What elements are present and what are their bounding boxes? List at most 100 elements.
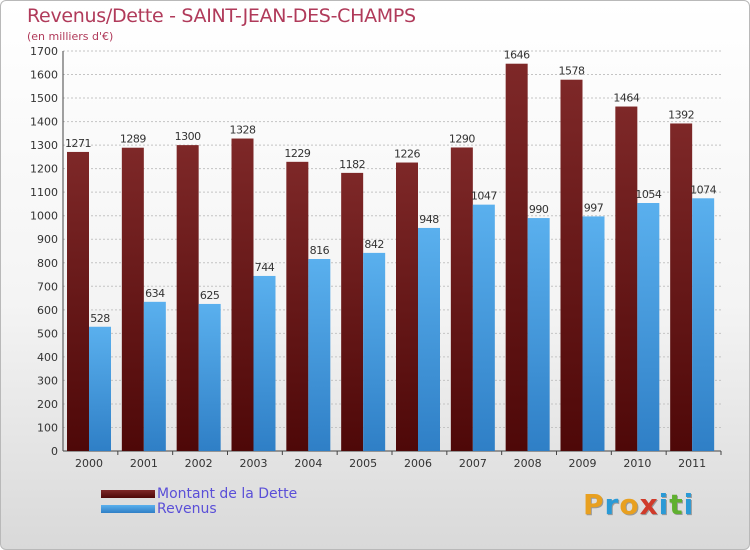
data-label: 1229: [284, 147, 310, 160]
legend-label-dette: Montant de la Dette: [157, 486, 298, 502]
y-tick-label: 200: [37, 398, 58, 411]
data-labels: 1271 528 1289 634 1300 625 1328 744 1229 816 1182 8…: [65, 49, 717, 325]
y-tick-label: 600: [37, 304, 58, 317]
y-tick-label: 1300: [30, 139, 58, 152]
chart-title: Revenus/Dette - SAINT-JEAN-DES-CHAMPS: [27, 5, 416, 27]
x-tick-label: 2001: [130, 457, 158, 470]
data-label: 997: [584, 201, 604, 214]
x-tick-label: 2000: [75, 457, 103, 470]
data-label: 1464: [613, 92, 639, 105]
y-tick-label: 1200: [30, 163, 58, 176]
bar-revenus: [472, 204, 495, 451]
logo-letter: o: [619, 488, 640, 521]
data-label: 1328: [230, 124, 256, 137]
data-label: 1054: [635, 188, 661, 201]
data-label: 744: [255, 261, 275, 274]
y-tick-label: 1500: [30, 92, 58, 105]
data-label: 1271: [65, 137, 91, 150]
logo-letter: i: [683, 488, 695, 521]
y-tick-label: 900: [37, 233, 58, 246]
bar-dette: [450, 147, 473, 451]
bar-revenus: [363, 252, 386, 451]
bar-revenus: [143, 301, 166, 451]
logo-letter: i: [658, 488, 670, 521]
bar-dette: [396, 162, 418, 451]
x-tick-label: 2003: [240, 457, 268, 470]
y-tick-label: 400: [37, 351, 58, 364]
chart-subtitle: (en milliers d'€): [27, 30, 114, 43]
y-tick-label: 500: [37, 327, 58, 340]
axes: [62, 51, 722, 455]
bar-revenus: [418, 227, 440, 451]
bar-dette: [231, 138, 254, 451]
x-tick-label: 2011: [678, 457, 706, 470]
data-label: 1289: [120, 133, 146, 146]
y-tick-label: 100: [37, 421, 58, 434]
y-tick-label: 1700: [30, 45, 58, 58]
data-label: 528: [90, 312, 110, 325]
legend-swatch-revenus: [101, 505, 155, 513]
tick-labels: 0 100 200 300 400 500 600 700 800 900 1000 1100 1200…: [30, 45, 706, 470]
logo-letter: t: [669, 488, 684, 521]
bar-revenus: [198, 303, 221, 451]
data-label: 1226: [394, 148, 420, 161]
data-label: 1300: [175, 130, 201, 143]
y-tick-label: 0: [51, 445, 58, 458]
bar-dette: [505, 63, 528, 452]
bar-dette: [67, 151, 89, 452]
y-tick-label: 1400: [30, 116, 58, 129]
bar-dette: [615, 106, 638, 451]
bar-dette: [341, 172, 364, 451]
bars: [67, 63, 715, 452]
y-tick-label: 700: [37, 280, 58, 293]
x-tick-label: 2004: [294, 457, 322, 470]
bar-dette: [560, 79, 583, 452]
y-tick-label: 1100: [30, 186, 58, 199]
bar-revenus: [637, 203, 660, 451]
bar-revenus: [308, 259, 331, 451]
x-tick-label: 2009: [569, 457, 597, 470]
x-tick-label: 2007: [459, 457, 487, 470]
data-label: 1047: [471, 190, 497, 203]
legend-item-revenus: Revenus: [101, 501, 361, 518]
grid-lines: [63, 50, 721, 452]
data-label: 1646: [504, 49, 530, 62]
legend-swatch-dette: [101, 490, 155, 498]
y-tick-label: 1600: [30, 69, 58, 82]
x-tick-label: 2005: [349, 457, 377, 470]
data-label: 990: [529, 203, 549, 216]
legend-item-dette: Montant de la Dette: [101, 486, 361, 503]
data-label: 625: [200, 289, 220, 302]
x-tick-label: 2002: [185, 457, 213, 470]
proxiti-logo: Proxiti: [583, 488, 694, 521]
bar-revenus: [692, 198, 715, 451]
bar-dette: [121, 147, 144, 452]
x-tick-label: 2006: [404, 457, 432, 470]
x-tick-label: 2010: [623, 457, 651, 470]
bar-revenus: [253, 275, 276, 451]
bar-dette: [670, 123, 693, 452]
y-tick-label: 800: [37, 257, 58, 270]
data-label: 634: [145, 287, 165, 300]
logo-letter: x: [639, 488, 659, 521]
data-label: 948: [419, 213, 439, 226]
data-label: 842: [364, 238, 384, 251]
y-tick-label: 300: [37, 374, 58, 387]
y-tick-label: 1000: [30, 210, 58, 223]
data-label: 1290: [449, 132, 475, 145]
bar-dette: [176, 145, 199, 451]
data-label: 1182: [339, 158, 365, 171]
bar-dette: [286, 161, 309, 451]
bar-revenus: [582, 216, 605, 451]
data-label: 1074: [690, 183, 716, 196]
bar-revenus: [89, 326, 111, 451]
data-label: 1578: [559, 65, 585, 78]
bar-revenus: [527, 218, 550, 451]
logo-letter: P: [583, 488, 605, 521]
x-tick-label: 2008: [514, 457, 542, 470]
logo-letter: r: [604, 488, 620, 521]
data-label: 816: [310, 244, 330, 257]
data-label: 1392: [668, 108, 694, 121]
